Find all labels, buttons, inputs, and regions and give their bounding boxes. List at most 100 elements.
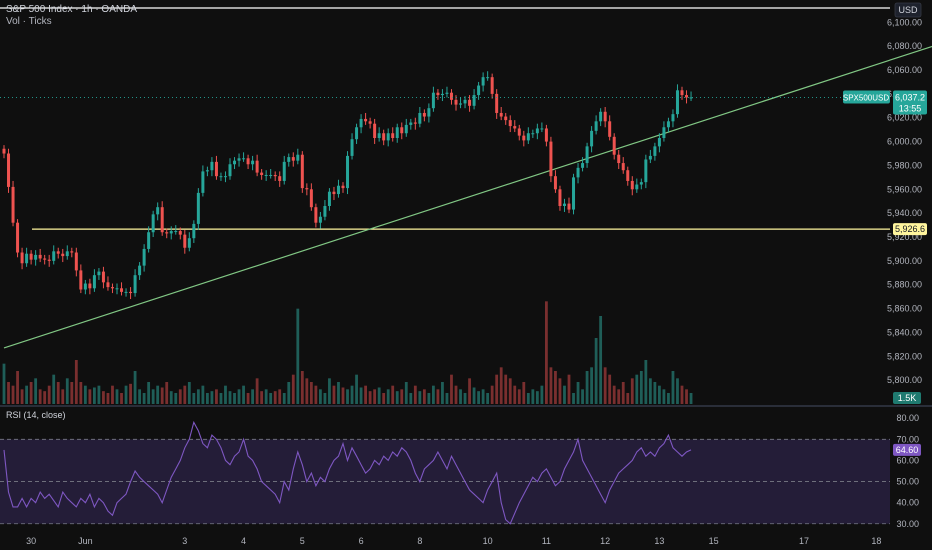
candle-body (472, 95, 476, 106)
volume-bar (210, 391, 214, 404)
candle-body (52, 251, 56, 261)
candle-body (531, 133, 535, 135)
candle-body (187, 238, 191, 248)
volume-bar (309, 382, 313, 404)
volume-bar (7, 382, 10, 404)
candle-body (25, 253, 29, 264)
candle-body (296, 154, 300, 161)
volume-bar (671, 371, 675, 404)
price-tick-label: 5,860.00 (887, 304, 922, 314)
time-tick-label: 17 (799, 536, 809, 546)
volume-bar (246, 393, 250, 404)
candle-body (517, 128, 521, 136)
volume-bar (255, 378, 259, 404)
candle-body (567, 203, 571, 210)
volume-bar (413, 385, 417, 404)
time-tick-label: 3 (182, 536, 187, 546)
volume-bar (612, 385, 616, 404)
candle-body (630, 180, 634, 190)
candle-body (499, 112, 503, 117)
price-tick-label: 6,080.00 (887, 41, 922, 51)
candle-body (504, 116, 508, 121)
price-tick-label: 5,920.00 (887, 232, 922, 242)
candle-body (74, 252, 78, 271)
candle-body (522, 135, 526, 141)
time-tick-label: 12 (600, 536, 610, 546)
candle-body (83, 283, 87, 290)
candle-body (535, 128, 539, 134)
rsi-tick-label: 50.00 (896, 477, 919, 487)
volume-title[interactable]: Vol · Ticks (6, 16, 52, 27)
candle-body (608, 121, 612, 137)
volume-bar (481, 389, 485, 404)
volume-bar (273, 391, 277, 404)
volume-bar (581, 389, 584, 404)
candle-body (549, 141, 553, 177)
volume-bar (102, 391, 105, 404)
rsi-tick-label: 30.00 (896, 519, 919, 529)
candle-body (612, 136, 616, 155)
candle-body (282, 161, 286, 181)
volume-bar (43, 391, 47, 404)
volume-bar (653, 382, 657, 404)
volume-bar (47, 385, 51, 404)
level-badge (893, 223, 927, 236)
candle-body (43, 258, 47, 260)
volume-bar (196, 389, 200, 404)
volume-bar (138, 389, 141, 404)
volume-bar (174, 393, 178, 404)
time-tick-label: 5 (300, 536, 305, 546)
volume-bar (165, 382, 169, 404)
volume-bar (644, 360, 648, 404)
volume-bar (359, 387, 363, 404)
volume-bar (563, 385, 566, 404)
candle-body (648, 155, 652, 160)
volume-bar (287, 382, 291, 404)
candle-body (178, 231, 182, 235)
volume-bar (65, 378, 69, 404)
candle-body (29, 253, 33, 260)
volume-bar (445, 393, 449, 404)
price-tick-label: 5,980.00 (887, 160, 922, 170)
volume-bar (106, 393, 110, 404)
price-tick-label: 5,900.00 (887, 256, 922, 266)
volume-bar (535, 391, 539, 404)
candle-body (233, 160, 237, 165)
volume-bar (16, 371, 19, 404)
candle-body (269, 174, 273, 176)
volume-bar (626, 393, 630, 404)
volume-bar (142, 393, 146, 404)
volume-bar (395, 391, 399, 404)
time-tick-label: 30 (26, 536, 36, 546)
candle-body (459, 103, 463, 105)
candle-body (196, 192, 200, 224)
candle-body (662, 127, 666, 139)
volume-bar (531, 389, 535, 404)
candle-body (350, 139, 354, 156)
candle-body (544, 128, 548, 142)
volume-bar (79, 382, 83, 404)
price-tick-label: 5,800.00 (887, 375, 922, 385)
volume-badge (893, 392, 921, 404)
candle-body (88, 283, 92, 289)
volume-bar (409, 393, 413, 404)
candle-body (318, 216, 322, 223)
candle-body (404, 124, 408, 134)
candle-body (305, 188, 309, 190)
time-tick-label: 6 (359, 536, 364, 546)
volume-bar (648, 378, 652, 404)
candle-body (309, 189, 313, 208)
candle-body (449, 92, 453, 100)
candle-body (34, 254, 38, 260)
symbol-title[interactable]: S&P 500 Index · 1h · OANDA (6, 4, 137, 15)
candle-body (526, 133, 530, 141)
price-badge (893, 90, 927, 115)
volume-bar (382, 393, 386, 404)
candle-body (359, 118, 363, 128)
volume-bar (314, 385, 318, 404)
candle-body (151, 214, 155, 233)
volume-bar (608, 374, 612, 404)
candle-body (422, 112, 426, 117)
candle-body (242, 158, 246, 160)
